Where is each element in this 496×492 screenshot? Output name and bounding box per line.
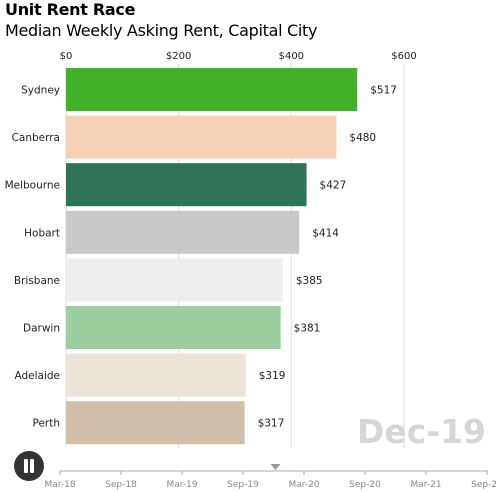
- bar: [66, 353, 246, 397]
- bar: [66, 258, 283, 302]
- bar: [66, 68, 358, 111]
- category-label: Melbourne: [5, 180, 60, 192]
- bar: [66, 210, 300, 254]
- timeline-label: Sep-20: [349, 480, 381, 490]
- timeline-label: Mar-19: [166, 480, 197, 490]
- bar: [66, 163, 307, 207]
- bar: [66, 306, 281, 349]
- bar: [66, 401, 245, 445]
- category-label: Hobart: [24, 227, 60, 239]
- chart-subtitle: Median Weekly Asking Rent, Capital City: [5, 21, 318, 40]
- category-label: Brisbane: [14, 275, 60, 287]
- value-label: $427: [320, 180, 347, 192]
- x-tick-label: $200: [166, 51, 191, 62]
- bar: [66, 115, 337, 159]
- x-tick-label: $400: [279, 51, 304, 62]
- pause-button[interactable]: [14, 451, 44, 481]
- x-tick-label: $600: [391, 51, 416, 62]
- x-tick-label: $0: [60, 51, 73, 62]
- value-label: $414: [312, 227, 339, 239]
- timeline-label: Sep-19: [227, 480, 259, 490]
- category-label: Canberra: [12, 132, 60, 144]
- category-label: Sydney: [21, 85, 60, 97]
- value-label: $319: [259, 370, 286, 382]
- timeline-label: Mar-21: [410, 480, 441, 490]
- value-label: $517: [370, 85, 397, 97]
- timeline-label: Sep-18: [105, 480, 137, 490]
- chart-title: Unit Rent Race: [5, 0, 136, 19]
- category-label: Adelaide: [14, 370, 60, 382]
- triangle-down-icon[interactable]: [270, 464, 281, 470]
- timeline-label: Mar-20: [288, 480, 319, 490]
- value-label: $385: [296, 275, 323, 287]
- category-label: Darwin: [23, 323, 60, 335]
- value-label: $480: [349, 132, 376, 144]
- timeline-label: Mar-18: [44, 480, 75, 490]
- value-label: $381: [294, 323, 321, 335]
- timeline-label: Sep-21: [471, 480, 496, 490]
- period-label: Dec-19: [357, 412, 486, 451]
- value-label: $317: [258, 418, 285, 430]
- category-label: Perth: [32, 418, 60, 430]
